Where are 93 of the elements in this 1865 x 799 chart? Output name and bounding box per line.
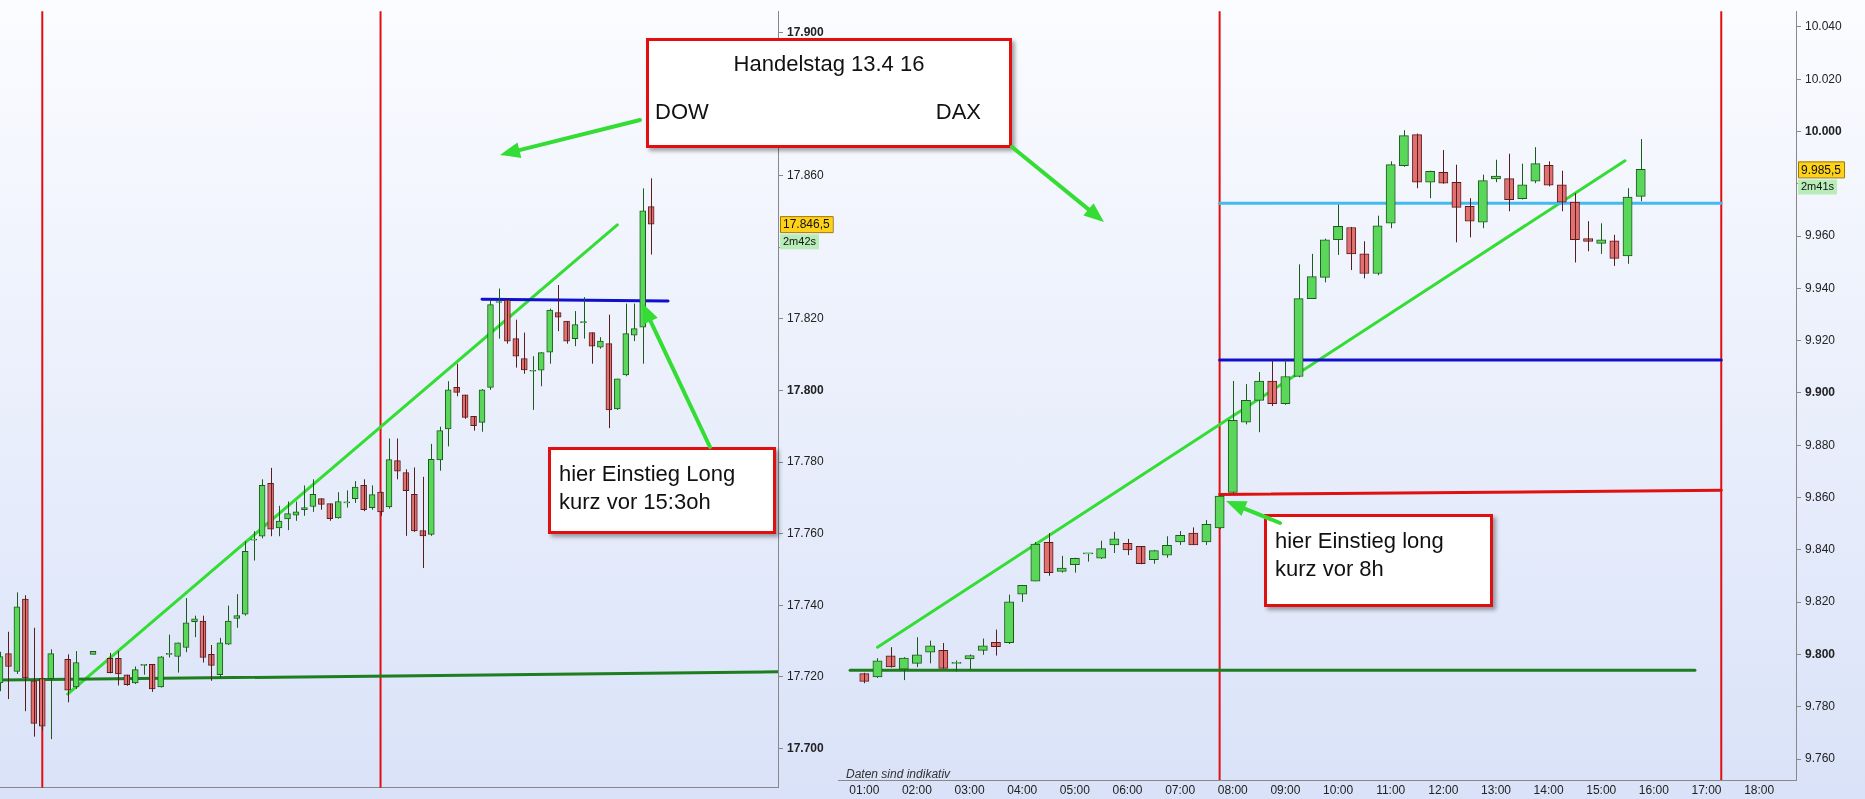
candlestick [1530, 146, 1541, 184]
y-tick-label: 10.000 [1805, 123, 1843, 138]
text: 2m42s [783, 235, 817, 248]
candlestick [1425, 170, 1436, 199]
y-tick-label: 9.900 [1805, 385, 1836, 400]
text: 2m41s [1801, 180, 1835, 193]
y-tick-label: 9.800 [1805, 646, 1836, 661]
candlestick [912, 636, 922, 668]
x-tick-label: 01:00 [849, 782, 880, 797]
candlestick [250, 530, 257, 562]
y-tick-label: 9.760 [1805, 751, 1836, 766]
candlestick [885, 646, 896, 669]
text: 9.985,5 [1801, 162, 1842, 177]
candlestick [334, 491, 342, 520]
text: Handelstag 13.4 16 [732, 51, 926, 77]
candlestick [1517, 163, 1528, 200]
candlestick [1596, 222, 1607, 255]
candlestick [1412, 133, 1422, 189]
x-tick-label: 18:00 [1744, 782, 1775, 797]
candlestick [1333, 204, 1343, 256]
candlestick [301, 484, 308, 517]
candlestick [368, 484, 376, 511]
candlestick [571, 310, 579, 347]
candlestick [1583, 220, 1594, 252]
x-tick-label: 11:00 [1376, 782, 1406, 797]
y-tick-label: 9.820 [1805, 594, 1836, 609]
y-tick-label: 9.780 [1805, 699, 1836, 714]
x-tick-label: 12:00 [1428, 782, 1459, 797]
y-tick-label: 9.880 [1805, 437, 1836, 452]
y-tick-label: 9.960 [1805, 228, 1836, 243]
candlestick [1306, 253, 1317, 300]
x-tick-label: 09:00 [1270, 782, 1301, 797]
x-tick-label: 02:00 [901, 782, 933, 797]
candlestick [1254, 371, 1265, 433]
candlestick [233, 593, 241, 629]
y-tick-label: 17.740 [787, 597, 825, 612]
y-tick-label: 17.780 [787, 454, 825, 469]
candlestick [938, 642, 949, 670]
annotation: Daten sind indikativ [846, 767, 951, 781]
x-tick-label: 16:00 [1638, 782, 1670, 797]
candlestick [1504, 153, 1515, 212]
x-tick-label: 13:00 [1480, 782, 1512, 797]
candlestick [872, 657, 883, 679]
y-tick-label: 9.840 [1805, 542, 1836, 557]
candlestick [47, 648, 55, 740]
y-tick-label: 10.040 [1805, 19, 1843, 34]
candlestick [529, 355, 537, 411]
candlestick [343, 489, 351, 509]
y-tick-label: 9.860 [1805, 489, 1836, 504]
candlestick [537, 351, 545, 387]
x-tick-label: 04:00 [1007, 782, 1038, 797]
candlestick [1083, 552, 1093, 563]
y-tick-label: 9.940 [1805, 280, 1836, 295]
candlestick [1162, 535, 1172, 559]
y-tick-label: 17.720 [787, 669, 825, 684]
candlestick [453, 363, 460, 397]
candlestick [5, 631, 12, 700]
x-tick-label: 06:00 [1112, 782, 1143, 797]
annotation: hier Einstieg Long kurz vor 15:3oh [548, 447, 776, 534]
y-tick-label: 10.020 [1805, 71, 1843, 86]
candlestick [318, 498, 325, 511]
y-tick-label: 17.800 [787, 382, 825, 397]
candlestick [225, 605, 232, 646]
candlestick [630, 303, 638, 342]
x-tick-label: 10:00 [1323, 782, 1354, 797]
text: 17.846,5 [783, 217, 831, 232]
candlestick [174, 642, 181, 674]
x-tick-label: 17:00 [1691, 782, 1722, 797]
x-tick-label: 08:00 [1217, 782, 1249, 797]
candlestick [182, 597, 190, 653]
y-tick-label: 17.700 [787, 740, 825, 755]
x-tick-label: 03:00 [954, 782, 985, 797]
candlestick [1241, 383, 1251, 425]
y-tick-label: 17.860 [787, 168, 825, 183]
candlestick [1609, 234, 1620, 267]
candlestick [1438, 149, 1449, 185]
y-tick-label: 17.900 [787, 24, 825, 39]
x-tick-label: 05:00 [1059, 782, 1091, 797]
text: DOW [655, 99, 709, 125]
candlestick [859, 672, 870, 684]
x-tick-label: 14:00 [1533, 782, 1564, 797]
x-tick-label: 07:00 [1165, 782, 1196, 797]
y-tick-label: 17.820 [787, 311, 825, 326]
y-tick-label: 17.760 [787, 526, 825, 541]
y-tick-label: 9.920 [1805, 333, 1836, 347]
candlestick [990, 629, 1001, 657]
text: DAX [935, 99, 981, 125]
candlestick [1464, 197, 1475, 238]
candlestick [898, 656, 909, 681]
candlestick [165, 634, 173, 659]
x-tick-label: 15:00 [1586, 782, 1617, 797]
candlestick [284, 501, 291, 531]
annotation: hier Einstieg long kurz vor 8h [1264, 514, 1493, 607]
